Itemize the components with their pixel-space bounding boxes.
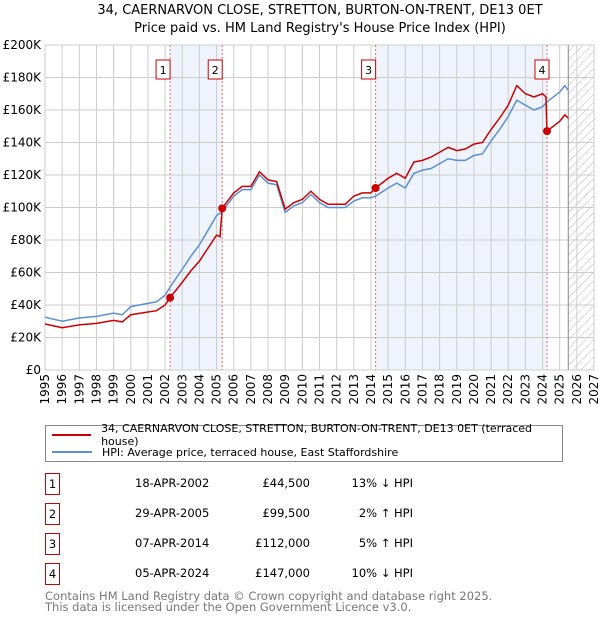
y-tick-label: £80K: [10, 233, 42, 247]
x-tick-label: 1999: [107, 374, 121, 405]
chart-subtitle: Price paid vs. HM Land Registry's House …: [134, 21, 506, 36]
x-tick-label: 2025: [553, 374, 567, 405]
y-tick-label: £0: [26, 363, 41, 377]
sale-label-box: [361, 59, 377, 80]
sale-row: 4 05-APR-2024 £147,000 10% ↓ HPI: [45, 563, 445, 585]
chart-title: 34, CAERNARVON CLOSE, STRETTON, BURTON-O…: [97, 3, 543, 18]
price-chart: £0 £20K £40K £60K £80K £100K £120K £140K £160K £1…: [3, 38, 600, 405]
y-tick-label: £120K: [3, 168, 43, 182]
x-tick-label: 2000: [124, 374, 138, 405]
sale-date: 29-APR-2005: [135, 506, 210, 520]
plot-border: [44, 44, 595, 371]
sale-price: £44,500: [262, 476, 310, 490]
y-tick-label: £140K: [3, 136, 43, 150]
sale-number-badge: 4: [45, 563, 60, 585]
x-tick-label: 2017: [415, 374, 429, 405]
x-tick-label: 2018: [433, 374, 447, 405]
y-tick-label: £100K: [3, 201, 43, 215]
x-tick-label: 2001: [141, 374, 155, 405]
legend-swatch-price: [52, 434, 92, 436]
sale-row: 2 29-APR-2005 £99,500 2% ↑ HPI: [45, 503, 445, 525]
x-tick-label: 2003: [175, 374, 189, 405]
x-tick-label: 2002: [158, 374, 172, 405]
legend-label-hpi: HPI: Average price, terraced house, East…: [102, 445, 399, 459]
x-tick-label: 2010: [295, 374, 309, 405]
sale-row: 1 18-APR-2002 £44,500 13% ↓ HPI: [45, 473, 445, 495]
y-tick-label: £20K: [10, 331, 42, 345]
x-tick-label: 2013: [347, 374, 361, 405]
sale-number-badge: 2: [45, 503, 60, 525]
x-tick-label: 2020: [467, 374, 481, 405]
sale-price: £99,500: [262, 506, 310, 520]
x-tick-label: 1997: [72, 374, 86, 405]
sale-date: 18-APR-2002: [135, 476, 210, 490]
legend: 34, CAERNARVON CLOSE, STRETTON, BURTON-O…: [45, 422, 563, 462]
sale-hpi-diff: 13% ↓ HPI: [351, 476, 413, 490]
sale-label-box: [155, 59, 171, 80]
legend-label-price: 34, CAERNARVON CLOSE, STRETTON, BURTON-O…: [101, 422, 533, 448]
sale-label-4: 4: [538, 64, 545, 77]
legend-item-price: 34, CAERNARVON CLOSE, STRETTON, BURTON-O…: [46, 422, 562, 448]
sale-number-badge: 1: [45, 473, 60, 495]
legend-item-hpi: HPI: Average price, terraced house, East…: [46, 443, 398, 461]
sale-price: £147,000: [255, 566, 310, 580]
x-tick-label: 2024: [536, 374, 550, 405]
sale-label-box: [534, 59, 550, 80]
x-tick-label: 2023: [518, 374, 532, 405]
sale-point-2: [218, 204, 227, 213]
y-tick-label: £40K: [10, 298, 42, 312]
sale-label-2: 2: [212, 64, 219, 77]
x-tick-label: 2011: [313, 374, 327, 405]
y-tick-label: £200K: [3, 38, 43, 52]
x-tick-label: 2016: [398, 374, 412, 405]
sale-row: 3 07-APR-2014 £112,000 5% ↑ HPI: [45, 533, 445, 555]
sale-date: 07-APR-2014: [135, 536, 210, 550]
x-tick-label: 2022: [501, 374, 515, 405]
x-tick-label: 2008: [261, 374, 275, 405]
x-tick-label: 2012: [330, 374, 344, 405]
x-tick-label: 1995: [38, 374, 52, 405]
sale-point-4: [542, 127, 551, 136]
y-tick-label: £60K: [10, 266, 42, 280]
x-tick-label: 2005: [210, 374, 224, 405]
sale-hpi-diff: 2% ↑ HPI: [358, 506, 413, 520]
sale-label-3: 3: [365, 64, 372, 77]
x-tick-label: 2021: [484, 374, 498, 405]
sale-label-box: [207, 59, 223, 80]
sale-point-1: [166, 293, 175, 302]
sale-hpi-diff: 5% ↑ HPI: [358, 536, 413, 550]
x-tick-label: 1996: [55, 374, 69, 405]
x-tick-label: 2006: [227, 374, 241, 405]
y-tick-label: £180K: [3, 71, 43, 85]
legend-swatch-hpi: [52, 451, 92, 453]
sale-hpi-diff: 10% ↓ HPI: [351, 566, 413, 580]
x-tick-label: 2027: [587, 374, 600, 405]
x-tick-label: 2015: [381, 374, 395, 405]
y-tick-label: £160K: [3, 103, 43, 117]
x-tick-label: 2026: [570, 374, 584, 405]
x-tick-label: 2007: [244, 374, 258, 405]
x-tick-label: 2004: [192, 374, 206, 405]
footer-copyright: Contains HM Land Registry data © Crown c…: [45, 589, 493, 603]
x-tick-label: 2009: [278, 374, 292, 405]
footer-licence: This data is licensed under the Open Gov…: [45, 600, 412, 614]
x-tick-label: 2019: [450, 374, 464, 405]
sale-point-3: [371, 184, 380, 192]
x-tick-label: 1998: [89, 374, 103, 405]
sale-price: £112,000: [255, 536, 310, 550]
sale-date: 05-APR-2024: [135, 566, 210, 580]
sale-number-badge: 3: [45, 533, 60, 555]
hpi-line: [44, 84, 569, 323]
sale-label-1: 1: [160, 64, 167, 77]
x-tick-label: 2014: [364, 374, 378, 405]
